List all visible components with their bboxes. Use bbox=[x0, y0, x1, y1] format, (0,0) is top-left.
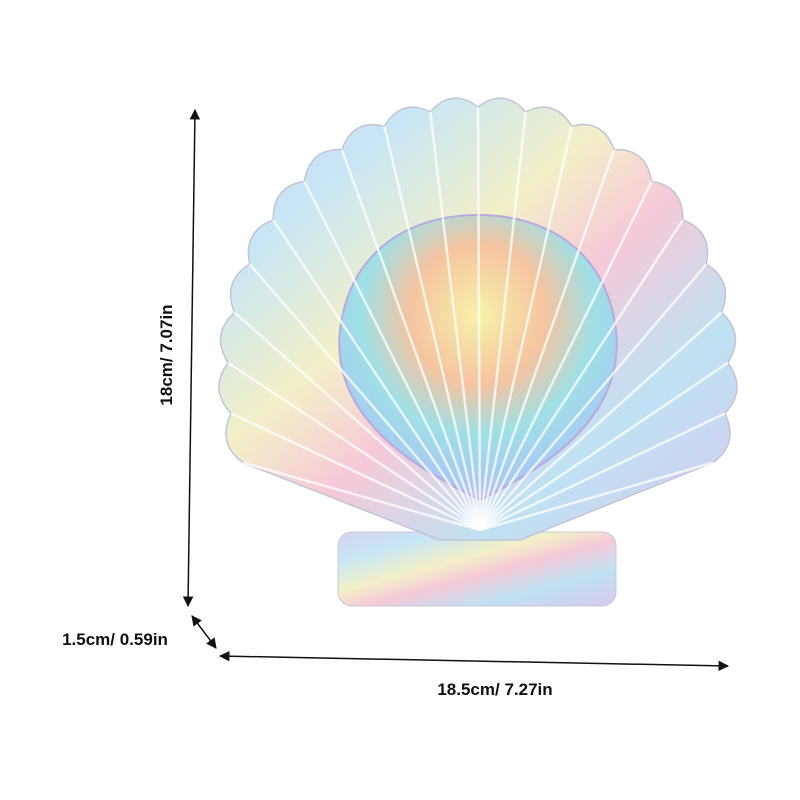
shell-base bbox=[337, 531, 617, 607]
shell-rib bbox=[476, 106, 482, 531]
depth-arrow bbox=[191, 615, 217, 649]
shell-rib bbox=[429, 111, 482, 531]
shell-rib bbox=[478, 149, 616, 531]
shell-rib bbox=[479, 263, 708, 531]
shell-rib bbox=[272, 219, 482, 531]
height-label: 18cm/ 7.07in bbox=[157, 304, 176, 405]
shell-rib bbox=[479, 361, 729, 532]
shell-rib bbox=[479, 311, 723, 531]
shell-rib bbox=[242, 461, 481, 532]
depth-label: 1.5cm/ 0.59in bbox=[62, 630, 168, 649]
shell-rib bbox=[227, 361, 481, 532]
shell-rib bbox=[478, 111, 527, 531]
shell-rib bbox=[230, 412, 481, 532]
shell-rib bbox=[479, 412, 726, 532]
shell-rib bbox=[479, 461, 714, 532]
width-label: 18.5cm/ 7.27in bbox=[437, 680, 552, 699]
shell-rib bbox=[478, 126, 573, 531]
shell-rib bbox=[383, 126, 482, 531]
shell-rib bbox=[478, 219, 684, 531]
shell-rib bbox=[233, 311, 481, 531]
shell-rib bbox=[303, 180, 482, 531]
shell-rib bbox=[248, 263, 481, 531]
height-arrow bbox=[182, 108, 201, 608]
shell-rib bbox=[340, 149, 482, 531]
shell-plate bbox=[218, 97, 738, 607]
width-arrow bbox=[218, 650, 730, 672]
shell-rib bbox=[478, 180, 653, 531]
